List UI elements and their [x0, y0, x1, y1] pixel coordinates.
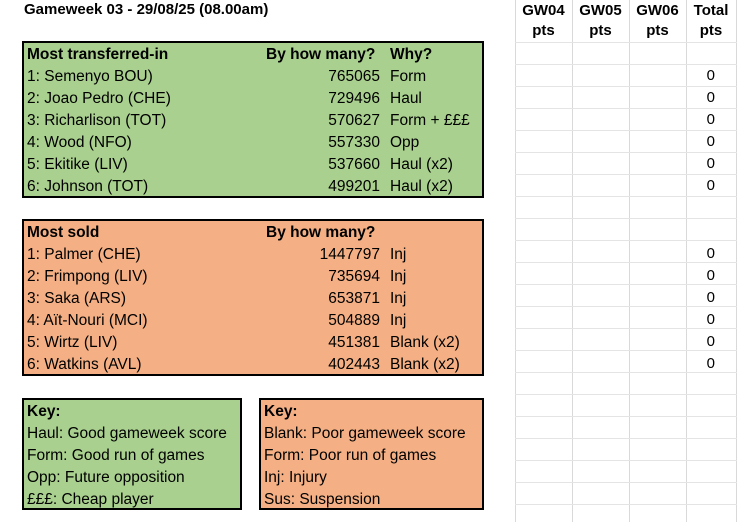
- total-score: 0: [706, 311, 715, 328]
- transfer-reason: Haul: [390, 90, 422, 107]
- player-name: 3: Richarlison (TOT): [27, 112, 167, 129]
- player-name: 4: Wood (NFO): [27, 134, 132, 151]
- total-score: 0: [706, 333, 715, 350]
- transfer-reason: Form: [390, 68, 427, 85]
- gw05-unit: pts: [589, 22, 612, 39]
- table-row: 1: Semenyo BOU) 765065 Form: [24, 66, 482, 88]
- transfer-reason: Inj: [390, 268, 407, 285]
- transfer-count: 504889: [328, 312, 380, 329]
- player-name: 4: Aït-Nouri (MCI): [27, 312, 148, 329]
- transfer-reason: Opp: [390, 134, 420, 151]
- table-row: 3: Saka (ARS) 653871 Inj: [24, 288, 482, 310]
- total-score: 0: [706, 289, 715, 306]
- player-name: 1: Semenyo BOU): [27, 68, 153, 85]
- transfer-reason: Blank (x2): [390, 356, 460, 373]
- transfer-count: 765065: [328, 68, 380, 85]
- transfer-count: 499201: [328, 178, 380, 195]
- transfer-reason: Inj: [390, 290, 407, 307]
- transfer-count: 537660: [328, 156, 380, 173]
- player-name: 6: Watkins (AVL): [27, 356, 142, 373]
- gw05-header: GW05: [579, 2, 622, 19]
- transfer-reason: Haul (x2): [390, 156, 453, 173]
- key-bad-title: Key:: [264, 403, 298, 420]
- total-header: Total: [693, 2, 729, 19]
- most-sold-count-header: By how many?: [266, 224, 376, 241]
- gw06-header: GW06: [636, 2, 679, 19]
- transfer-count: 729496: [328, 90, 380, 107]
- total-score: 0: [706, 267, 715, 284]
- total-score: 0: [706, 111, 715, 128]
- transfer-count: 735694: [328, 268, 380, 285]
- transfer-count: 402443: [328, 356, 380, 373]
- total-score: 0: [706, 133, 715, 150]
- key-bad-line: Form: Poor run of games: [264, 447, 437, 464]
- transfer-count: 557330: [328, 134, 380, 151]
- total-score: 0: [706, 177, 715, 194]
- key-good-line: Haul: Good gameweek score: [27, 425, 227, 442]
- transferred-in-count-header: By how many?: [266, 46, 376, 63]
- most-sold-header-row: Most sold By how many?: [24, 222, 482, 244]
- gw04-header: GW04: [522, 2, 565, 19]
- key-bad-line: Sus: Suspension: [264, 491, 381, 508]
- table-row: 4: Wood (NFO) 557330 Opp: [24, 132, 482, 154]
- player-name: 2: Frimpong (LIV): [27, 268, 148, 285]
- transfer-count: 451381: [328, 334, 380, 351]
- table-row: 6: Johnson (TOT) 499201 Haul (x2): [24, 176, 482, 198]
- table-row: 5: Ekitike (LIV) 537660 Haul (x2): [24, 154, 482, 176]
- total-score: 0: [706, 67, 715, 84]
- key-good-line: Opp: Future opposition: [27, 469, 185, 486]
- key-bad-line: Inj: Injury: [264, 469, 327, 486]
- gw04-unit: pts: [532, 22, 555, 39]
- transfer-reason: Inj: [390, 312, 407, 329]
- key-bad-box: Key: Blank: Poor gameweek score Form: Po…: [259, 398, 484, 510]
- player-name: 1: Palmer (CHE): [27, 246, 141, 263]
- transferred-in-header-label: Most transferred-in: [27, 46, 169, 63]
- transferred-in-why-header: Why?: [390, 46, 433, 63]
- transfer-reason: Inj: [390, 246, 407, 263]
- table-row: 6: Watkins (AVL) 402443 Blank (x2): [24, 354, 482, 376]
- table-row: 2: Frimpong (LIV) 735694 Inj: [24, 266, 482, 288]
- key-good-title: Key:: [27, 403, 61, 420]
- player-name: 3: Saka (ARS): [27, 290, 127, 307]
- player-name: 6: Johnson (TOT): [27, 178, 149, 195]
- most-sold-table: Most sold By how many? 1: Palmer (CHE) 1…: [22, 219, 484, 376]
- transferred-in-header-row: Most transferred-in By how many? Why?: [24, 44, 482, 66]
- total-score: 0: [706, 245, 715, 262]
- total-score: 0: [706, 355, 715, 372]
- transfer-reason: Form + £££: [390, 112, 470, 129]
- most-sold-header-label: Most sold: [27, 224, 100, 241]
- transfer-count: 1447797: [319, 246, 380, 263]
- transferred-in-table: Most transferred-in By how many? Why? 1:…: [22, 41, 484, 198]
- key-good-line: £££: Cheap player: [27, 491, 154, 508]
- page-title: Gameweek 03 - 29/08/25 (08.00am): [24, 1, 269, 18]
- player-name: 5: Wirtz (LIV): [27, 334, 118, 351]
- key-bad-line: Blank: Poor gameweek score: [264, 425, 466, 442]
- table-row: 5: Wirtz (LIV) 451381 Blank (x2): [24, 332, 482, 354]
- score-grid: GW04 GW05 GW06 Total pts pts pts pts 0 0…: [515, 0, 737, 522]
- key-good-line: Form: Good run of games: [27, 447, 205, 464]
- total-score: 0: [706, 89, 715, 106]
- total-unit: pts: [699, 22, 723, 39]
- gw06-unit: pts: [646, 22, 669, 39]
- table-row: 3: Richarlison (TOT) 570627 Form + £££: [24, 110, 482, 132]
- transfer-count: 570627: [328, 112, 380, 129]
- table-row: 1: Palmer (CHE) 1447797 Inj: [24, 244, 482, 266]
- transfer-reason: Blank (x2): [390, 334, 460, 351]
- transfer-count: 653871: [328, 290, 380, 307]
- key-good-box: Key: Haul: Good gameweek score Form: Goo…: [22, 398, 242, 510]
- table-row: 4: Aït-Nouri (MCI) 504889 Inj: [24, 310, 482, 332]
- transfer-reason: Haul (x2): [390, 178, 453, 195]
- table-row: 2: Joao Pedro (CHE) 729496 Haul: [24, 88, 482, 110]
- player-name: 2: Joao Pedro (CHE): [27, 90, 171, 107]
- player-name: 5: Ekitike (LIV): [27, 156, 128, 173]
- total-score: 0: [706, 155, 715, 172]
